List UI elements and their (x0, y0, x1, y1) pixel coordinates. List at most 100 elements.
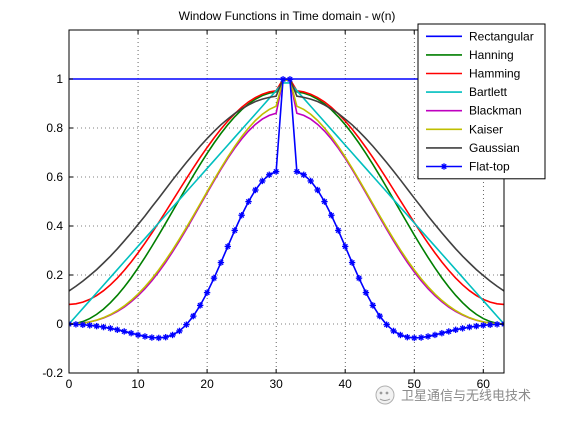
x-tick-label: 10 (131, 377, 145, 391)
data-point-flat-top (362, 289, 370, 296)
data-point-flat-top (107, 325, 114, 332)
series-line-bartlett (69, 82, 504, 325)
data-point-flat-top (100, 323, 107, 331)
wechat-logo-icon (375, 385, 395, 405)
data-point-flat-top (86, 322, 93, 329)
data-point-flat-top (493, 321, 501, 328)
data-point-flat-top (321, 198, 328, 205)
legend-label: Rectangular (469, 29, 534, 43)
data-point-flat-top (335, 227, 342, 234)
legend-item-blackman: Blackman (426, 104, 522, 118)
data-point-flat-top (266, 171, 273, 178)
x-tick-label: 20 (200, 377, 214, 391)
legend-item-hanning: Hanning (426, 48, 514, 62)
data-point-flat-top (459, 325, 466, 332)
data-point-flat-top (466, 323, 473, 331)
data-point-flat-top (121, 328, 128, 335)
legend-label: Hanning (469, 48, 514, 62)
data-point-flat-top (148, 334, 156, 341)
x-tick-label: 40 (339, 377, 353, 391)
data-point-flat-top (341, 243, 349, 250)
data-point-flat-top (424, 333, 432, 340)
legend-label: Hamming (469, 67, 520, 81)
data-point-flat-top (486, 321, 494, 328)
axes-frame (68, 29, 505, 374)
data-point-flat-top (79, 321, 87, 328)
data-point-flat-top (397, 331, 404, 339)
legend-marker (440, 163, 448, 170)
series-group (69, 76, 504, 342)
data-point-flat-top (279, 76, 287, 83)
data-point-flat-top (252, 186, 259, 194)
legend-box (417, 23, 546, 180)
data-point-flat-top (452, 326, 459, 333)
data-point-flat-top (176, 327, 183, 335)
legend-item-kaiser: Kaiser (426, 122, 503, 136)
y-tick-label: -0.2 (42, 366, 63, 380)
data-point-flat-top (438, 329, 446, 337)
data-point-flat-top (480, 322, 487, 329)
data-point-flat-top (134, 331, 142, 339)
legend-label: Gaussian (469, 141, 520, 155)
data-point-flat-top (293, 168, 301, 175)
data-point-flat-top (72, 321, 80, 328)
watermark: 卫星通信与无线电技术 (375, 385, 531, 405)
series-line-flat-top (69, 78, 504, 339)
legend-label: Flat-top (469, 160, 510, 174)
data-point-flat-top (417, 334, 425, 341)
data-point-flat-top (355, 274, 363, 282)
data-point-flat-top (183, 321, 190, 328)
y-tick-label: 0.2 (46, 268, 63, 282)
data-point-flat-top (431, 331, 439, 339)
data-point-flat-top (307, 177, 314, 185)
y-tick-label: 0.8 (46, 121, 63, 135)
legend-item-bartlett: Bartlett (426, 85, 508, 99)
data-point-flat-top (114, 326, 121, 333)
data-point-flat-top (210, 274, 218, 282)
data-point-flat-top (404, 333, 411, 341)
legend-item-gaussian: Gaussian (426, 141, 520, 155)
data-point-flat-top (162, 333, 169, 341)
x-tick-label: 50 (408, 377, 422, 391)
data-point-flat-top (390, 327, 397, 335)
chart-title: Window Functions in Time domain - w(n) (179, 9, 396, 23)
legend-label: Blackman (469, 104, 522, 118)
x-tick-label: 60 (477, 377, 491, 391)
data-point-flat-top (169, 331, 176, 339)
data-point-flat-top (272, 168, 280, 175)
data-point-flat-top (196, 302, 204, 309)
y-tick-label: 0 (56, 317, 63, 331)
legend-item-rectangular: Rectangular (426, 29, 534, 43)
x-tick-label: 0 (66, 377, 73, 391)
y-tick-label: 0.6 (46, 170, 63, 184)
data-point-flat-top (217, 259, 225, 266)
data-point-flat-top (376, 312, 383, 320)
data-point-flat-top (155, 334, 162, 342)
series-line-kaiser (69, 79, 504, 325)
legend-item-hamming: Hamming (426, 67, 520, 81)
legend-item-flat-top: Flat-top (426, 160, 510, 174)
data-point-flat-top (369, 302, 377, 309)
data-point-flat-top (190, 312, 197, 320)
data-point-flat-top (314, 186, 321, 194)
data-point-flat-top (127, 329, 135, 337)
data-point-flat-top (238, 212, 245, 219)
legend: Rectangular Hanning Hamming Bartlett Blackma… (417, 23, 546, 180)
data-point-flat-top (141, 333, 149, 340)
data-point-flat-top (383, 321, 390, 328)
data-point-flat-top (203, 289, 211, 296)
data-point-flat-top (411, 334, 418, 342)
legend-label: Kaiser (469, 122, 503, 136)
y-tick-label: 1 (56, 72, 63, 86)
data-point-flat-top (286, 76, 294, 83)
data-point-flat-top (473, 322, 480, 330)
watermark-text: 卫星通信与无线电技术 (401, 388, 531, 403)
data-point-flat-top (93, 322, 100, 330)
legend-label: Bartlett (469, 85, 508, 99)
x-tick-label: 30 (269, 377, 283, 391)
data-point-flat-top (300, 171, 307, 178)
data-point-flat-top (245, 198, 252, 205)
data-point-flat-top (445, 328, 452, 335)
data-point-flat-top (259, 177, 266, 185)
